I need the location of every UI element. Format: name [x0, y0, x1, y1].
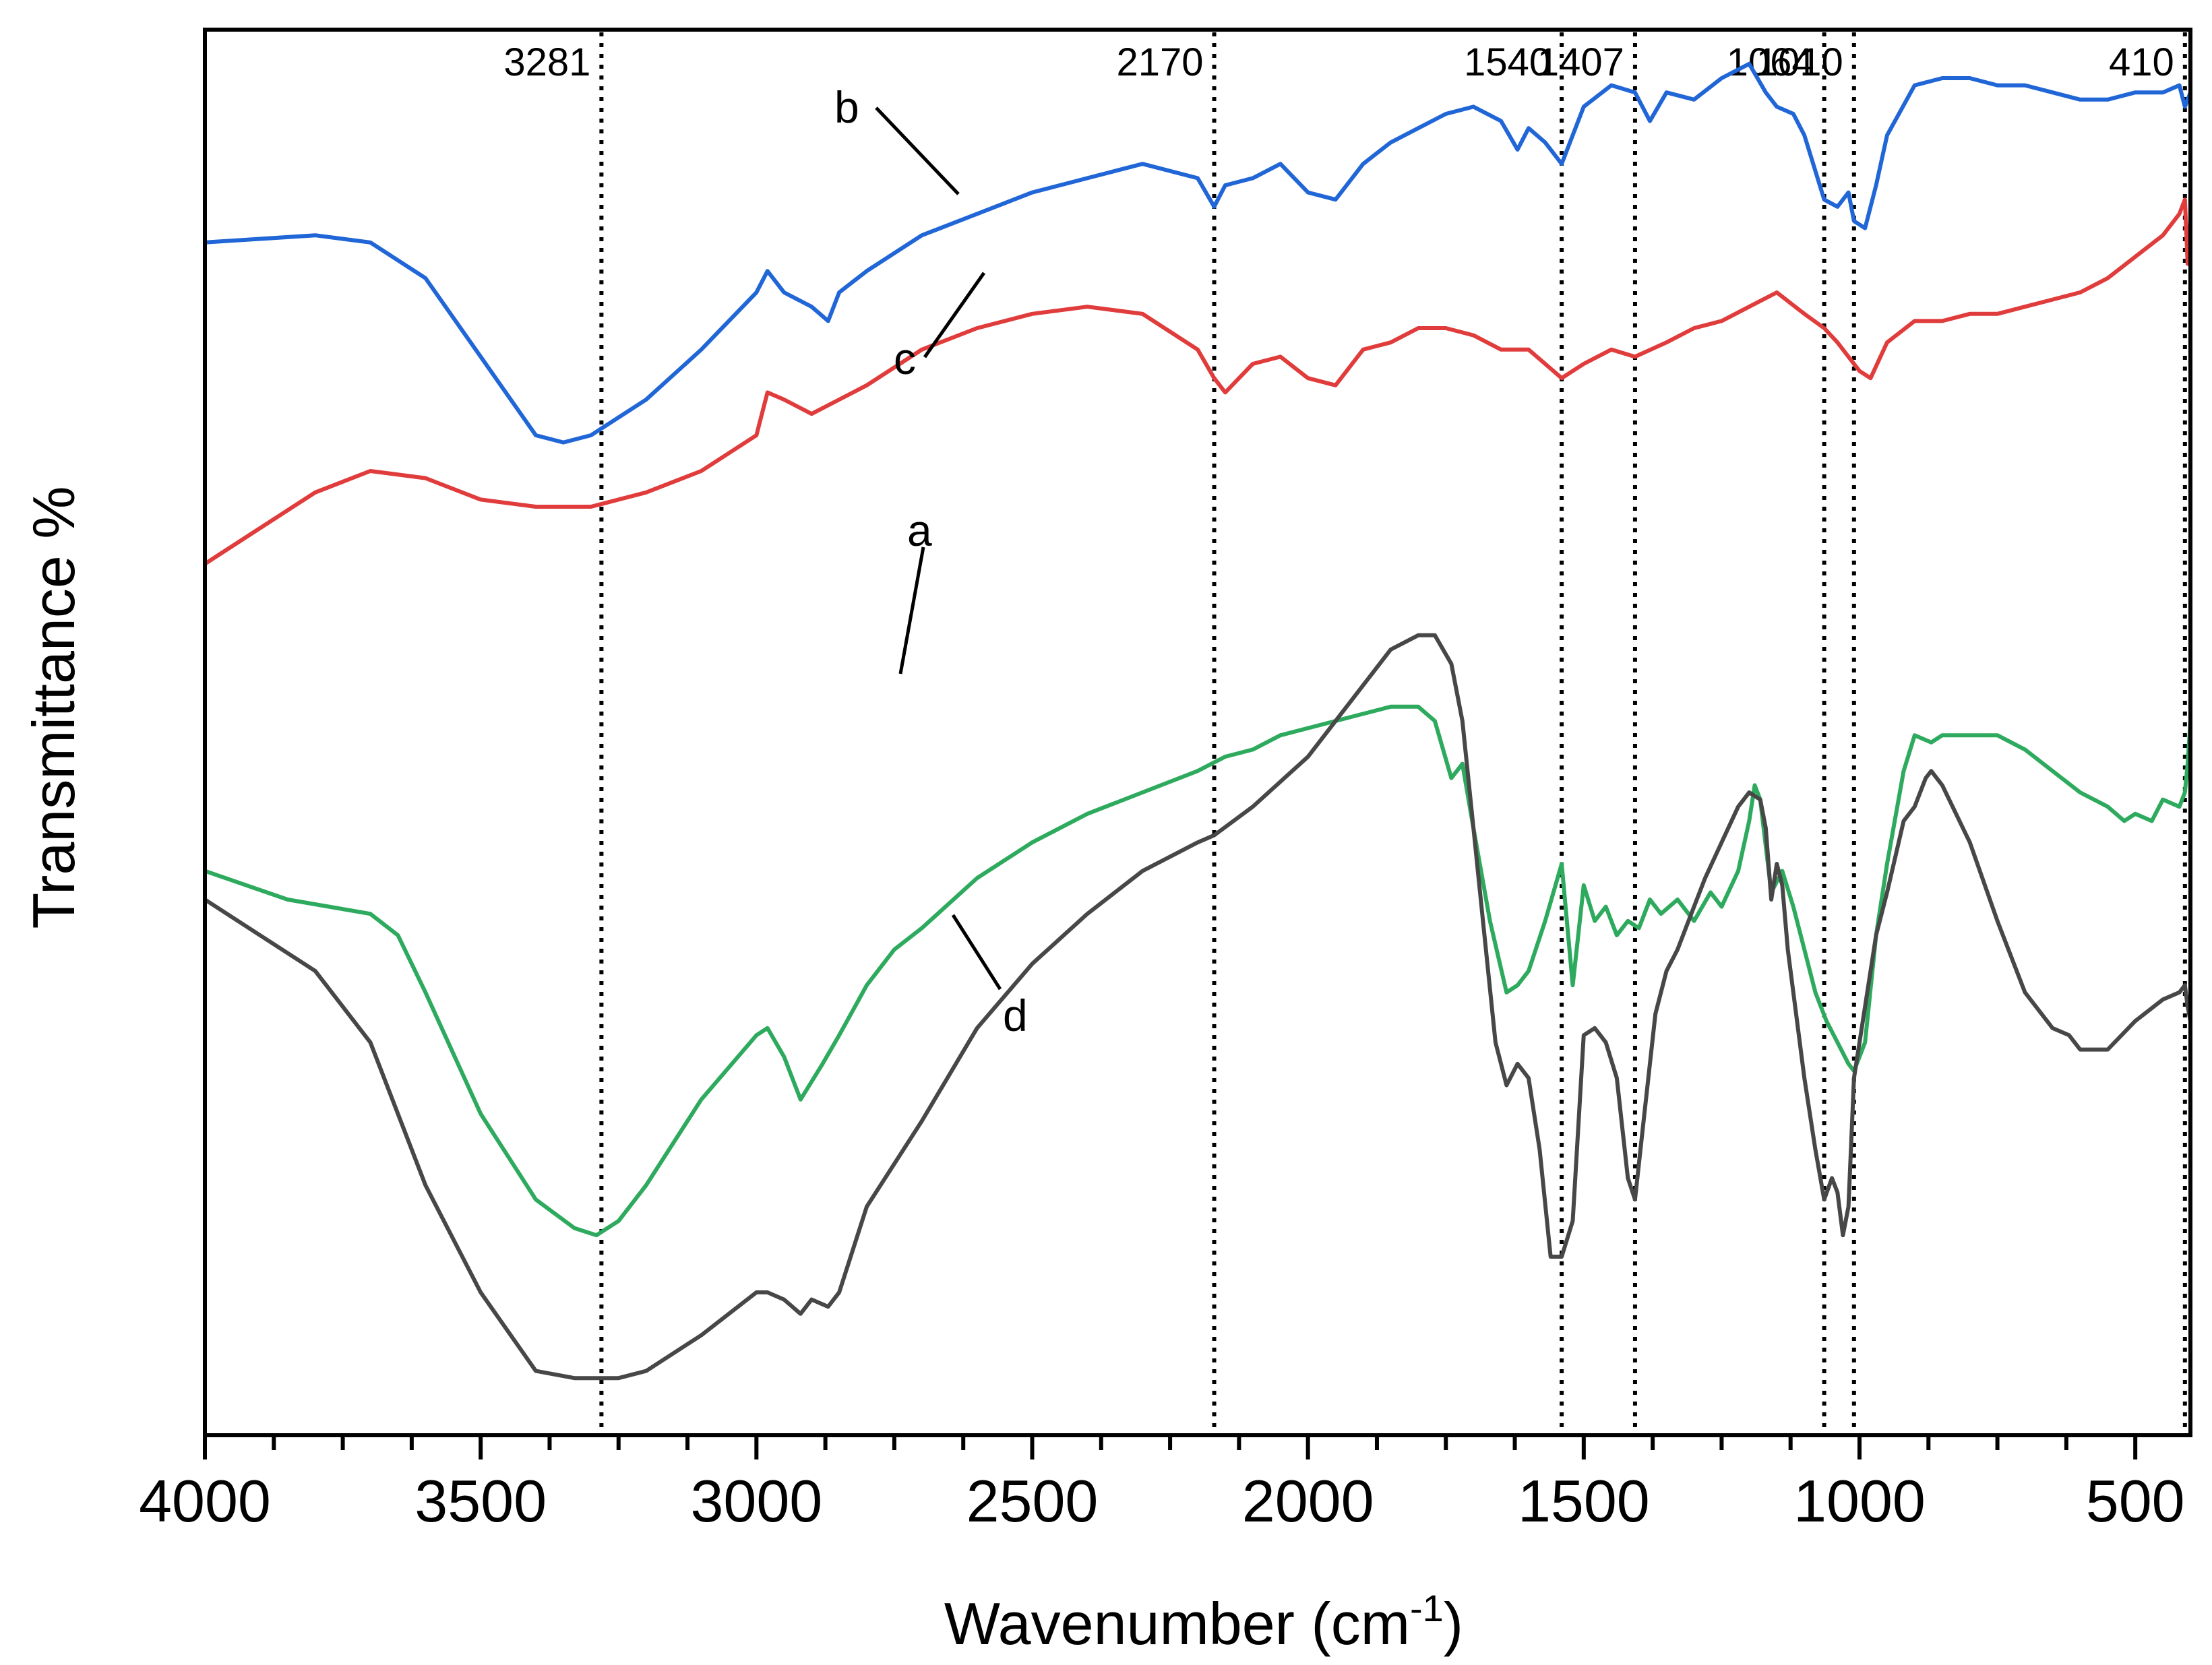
leader-line-b	[875, 106, 960, 195]
x-tick-label-2500: 2500	[966, 1468, 1099, 1534]
x-axis: 4000 3500 3000 2500 2000 1500 1000 500	[139, 1435, 2185, 1534]
x-axis-title-close: )	[1444, 1590, 1463, 1657]
x-tick-label-2000: 2000	[1242, 1468, 1374, 1534]
plot-frame	[203, 28, 2192, 1437]
curve-label-a: a	[907, 505, 932, 555]
peak-label-1064: 1064	[1727, 40, 1814, 84]
x-tick-label-1500: 1500	[1518, 1468, 1650, 1534]
curve-label-d: d	[1003, 991, 1028, 1040]
series-line-b	[204, 61, 2192, 445]
x-tick-label-1000: 1000	[1793, 1468, 1926, 1534]
x-tick-label-3000: 3000	[690, 1468, 822, 1534]
peak-label-2170: 2170	[1117, 40, 1204, 84]
leader-line-a	[898, 546, 925, 674]
peak-label-1407: 1407	[1537, 40, 1624, 84]
x-tick-label-4000: 4000	[139, 1468, 271, 1534]
x-tick-label-3500: 3500	[414, 1468, 547, 1534]
x-axis-title-text: Wavenumber (cm	[944, 1590, 1410, 1657]
x-axis-title: Wavenumber (cm-1)	[944, 1587, 1463, 1657]
peak-label-410: 410	[2109, 40, 2174, 84]
series-line-d	[204, 633, 2192, 1381]
x-axis-title-superscript: -1	[1410, 1587, 1444, 1629]
series-line-c	[204, 197, 2192, 566]
leader-line-d	[951, 914, 1002, 991]
series-group	[204, 61, 2192, 1381]
peak-label-3281: 3281	[503, 40, 590, 84]
y-axis-title: Transmittance %	[20, 486, 87, 929]
curve-label-c: c	[894, 334, 916, 383]
leader-line-c	[923, 272, 986, 358]
curve-label-b: b	[834, 82, 859, 132]
peak-label-1540: 1540	[1464, 40, 1551, 84]
series-line-a	[204, 704, 2192, 1238]
x-tick-label-500: 500	[2086, 1468, 2185, 1534]
peak-label-1010: 1010	[1756, 40, 1843, 84]
curve-labels: b c a d	[834, 82, 1028, 1040]
